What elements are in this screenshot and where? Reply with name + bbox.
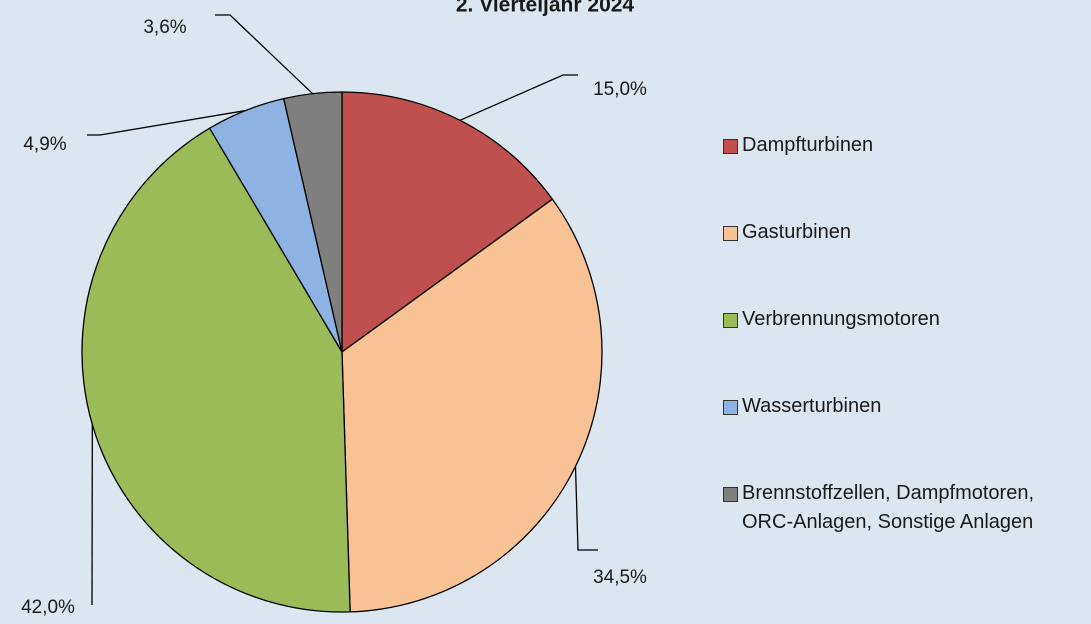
legend-item: Dampfturbinen bbox=[723, 131, 1083, 218]
legend-item: Verbrennungsmotoren bbox=[723, 305, 1083, 392]
data-label: 4,9% bbox=[23, 134, 66, 155]
legend-swatch bbox=[723, 313, 738, 328]
legend-label: Gasturbinen bbox=[742, 221, 851, 243]
legend-swatch bbox=[723, 400, 738, 415]
legend-label: Wasserturbinen bbox=[742, 395, 882, 417]
legend-swatch bbox=[723, 139, 738, 154]
legend-item: Brennstoffzellen, Dampfmotoren, ORC-Anla… bbox=[723, 479, 1083, 566]
pie-slice bbox=[341, 91, 554, 354]
data-label: 42,0% bbox=[21, 597, 75, 618]
leader-line bbox=[574, 466, 598, 551]
pie-slice bbox=[282, 91, 343, 353]
legend-label: Dampfturbinen bbox=[742, 134, 874, 156]
data-label: 34,5% bbox=[593, 567, 647, 588]
data-label: 3,6% bbox=[143, 17, 186, 38]
leader-line bbox=[87, 109, 246, 136]
pie-slice bbox=[341, 198, 603, 613]
legend-swatch bbox=[723, 487, 738, 502]
legend: Dampfturbinen Gasturbinen Verbrennungsmoto… bbox=[723, 131, 1083, 566]
data-label: 15,0% bbox=[593, 79, 647, 100]
leader-line bbox=[215, 14, 314, 95]
legend-label: Verbrennungsmotoren bbox=[742, 308, 940, 330]
legend-item: Wasserturbinen bbox=[723, 392, 1083, 479]
legend-label: Brennstoffzellen, Dampfmotoren, ORC-Anla… bbox=[742, 482, 1035, 533]
legend-swatch bbox=[723, 226, 738, 241]
legend-item: Gasturbinen bbox=[723, 218, 1083, 305]
chart-title: 2. Vierteljahr 2024 bbox=[456, 0, 635, 17]
leader-line bbox=[459, 74, 578, 121]
